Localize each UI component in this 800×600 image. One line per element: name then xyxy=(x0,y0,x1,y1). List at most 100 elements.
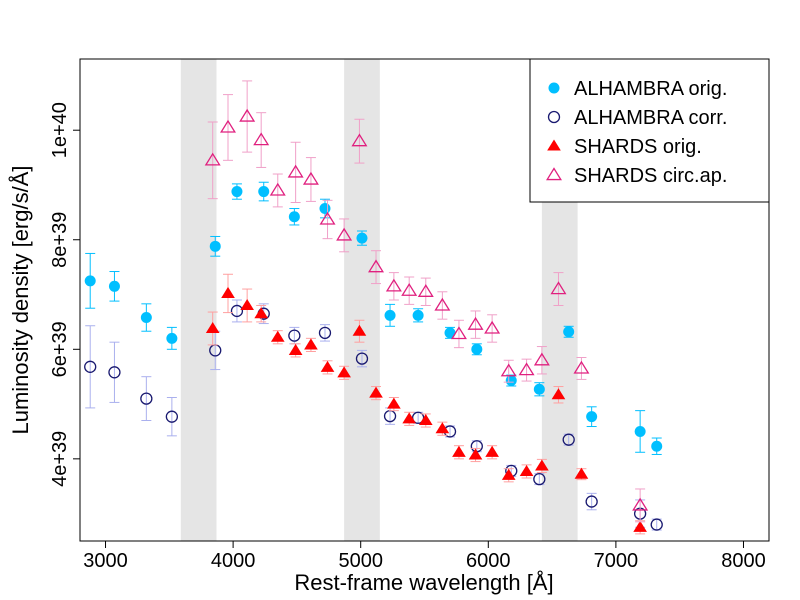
series-shards-circ-ap xyxy=(204,80,649,523)
data-point xyxy=(336,227,353,241)
legend: ALHAMBRA orig. ALHAMBRA corr. SHARDS orig.… xyxy=(529,58,770,203)
data-point xyxy=(651,440,663,452)
data-point xyxy=(352,324,367,336)
data-point xyxy=(319,211,336,225)
data-point xyxy=(84,275,96,287)
legend-label: ALHAMBRA corr. xyxy=(574,107,727,129)
data-point xyxy=(468,448,483,460)
data-point xyxy=(632,497,649,511)
data-point xyxy=(166,332,178,344)
data-point xyxy=(140,392,153,405)
data-point xyxy=(484,320,501,334)
data-point xyxy=(574,467,589,479)
data-point xyxy=(586,411,598,423)
data-point xyxy=(205,321,220,334)
data-point xyxy=(108,366,121,379)
series-shards-orig xyxy=(205,273,647,535)
data-point xyxy=(385,278,402,292)
data-point xyxy=(209,240,221,252)
data-point xyxy=(585,495,598,508)
data-point xyxy=(288,211,300,223)
data-point xyxy=(84,360,97,373)
legend-marker xyxy=(546,167,562,181)
y-axis: 4e+39 6e+39 8e+39 1e+40 xyxy=(49,102,80,487)
data-point xyxy=(302,171,319,185)
data-point xyxy=(239,108,256,122)
data-point xyxy=(287,164,304,178)
data-point xyxy=(444,327,456,339)
legend-label: ALHAMBRA orig. xyxy=(574,78,727,100)
data-point xyxy=(351,133,368,147)
x-tick-label: 4000 xyxy=(211,550,256,572)
data-point xyxy=(387,397,401,409)
data-point xyxy=(240,298,254,311)
data-point xyxy=(550,281,567,295)
data-point xyxy=(533,383,545,395)
y-axis-title: Luminosity density [erg/s/Å] xyxy=(8,165,33,434)
data-point xyxy=(519,464,534,476)
data-point xyxy=(269,182,286,196)
data-point xyxy=(288,329,301,342)
legend-marker xyxy=(547,110,561,124)
data-point xyxy=(355,352,369,365)
data-point xyxy=(140,312,152,324)
x-axis: 3000 4000 5000 6000 7000 8000 xyxy=(83,541,766,572)
data-point xyxy=(634,425,646,437)
data-point xyxy=(518,362,535,376)
data-point xyxy=(471,343,483,355)
plot-frame xyxy=(79,58,770,542)
data-point xyxy=(288,343,303,355)
data-point xyxy=(573,360,590,374)
data-point xyxy=(563,326,575,338)
legend-marker xyxy=(548,82,560,94)
data-series xyxy=(84,80,663,535)
data-point xyxy=(401,282,418,296)
data-point xyxy=(535,459,549,471)
data-point xyxy=(253,132,270,146)
data-point xyxy=(562,433,575,446)
data-point xyxy=(270,330,285,342)
data-point xyxy=(220,119,236,133)
shaded-band xyxy=(344,59,380,541)
data-point xyxy=(304,338,318,350)
data-point xyxy=(435,422,450,434)
data-point xyxy=(108,280,120,292)
data-point xyxy=(165,410,179,423)
data-point xyxy=(533,472,546,486)
data-point xyxy=(402,412,417,424)
y-tick-label: 4e+39 xyxy=(49,431,71,487)
x-tick-label: 8000 xyxy=(721,550,766,572)
x-axis-title: Rest-frame wavelength [Å] xyxy=(294,570,553,595)
data-point xyxy=(319,203,331,215)
legend-box xyxy=(529,58,770,203)
data-point xyxy=(258,186,270,198)
data-point xyxy=(318,326,332,340)
x-tick-label: 3000 xyxy=(83,550,128,572)
x-tick-label: 7000 xyxy=(594,550,639,572)
data-point xyxy=(650,518,663,531)
y-tick-label: 6e+39 xyxy=(49,321,71,377)
data-point xyxy=(500,363,517,377)
data-point xyxy=(533,352,550,366)
data-point xyxy=(450,326,467,340)
data-point xyxy=(485,445,499,457)
data-point xyxy=(505,375,517,387)
data-point xyxy=(501,468,516,480)
x-tick-label: 6000 xyxy=(466,550,511,572)
data-point xyxy=(452,445,466,457)
legend-label: SHARDS orig. xyxy=(574,136,702,158)
data-point xyxy=(204,152,221,166)
data-point xyxy=(412,309,424,321)
data-point xyxy=(369,386,383,398)
data-point xyxy=(320,360,335,372)
x-tick-label: 5000 xyxy=(338,550,383,572)
data-point xyxy=(254,307,269,319)
legend-label: SHARDS circ.ap. xyxy=(574,165,727,187)
legend-marker xyxy=(547,139,561,151)
shaded-band xyxy=(180,59,217,541)
data-point xyxy=(230,304,244,318)
data-point xyxy=(417,284,434,297)
data-point xyxy=(633,520,647,532)
data-point xyxy=(551,388,566,400)
